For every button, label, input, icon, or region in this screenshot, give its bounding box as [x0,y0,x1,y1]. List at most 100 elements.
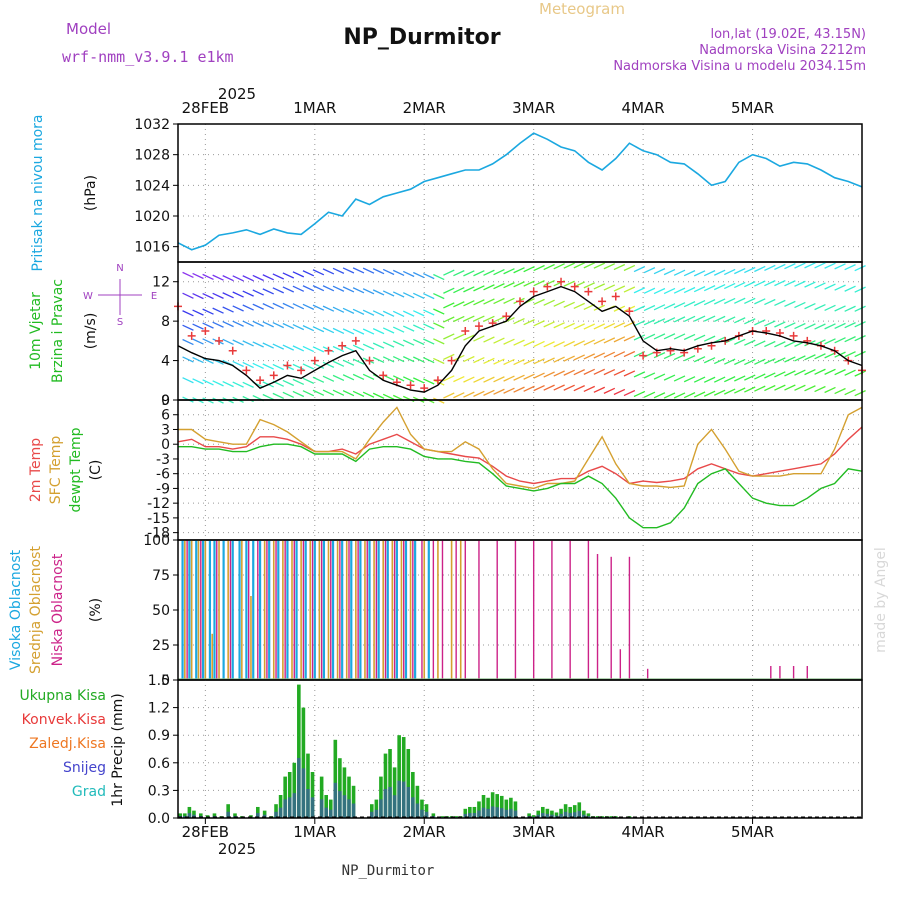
wind-arrow [624,336,635,341]
wind-arrow [453,377,464,382]
wind-arrow [534,266,545,271]
wind-arrow [403,326,414,331]
wind-arrow [423,379,434,384]
wind-arrow [564,281,575,286]
wind-arrow [423,358,434,363]
y-tick-label: 1016 [134,240,170,256]
wind-arrow [504,339,515,344]
wind-arrow [845,352,856,357]
wind-arrow [734,339,745,344]
precip-snow-bar [397,781,401,818]
y-tick-label: 25 [152,638,170,654]
wind-arrow [674,393,685,398]
precip-snow-bar [402,782,406,818]
wind-arrow [373,311,384,316]
precip-conv-legend: Konvek.Kisa [22,712,106,728]
wind-arrow [564,385,575,390]
wind-arrow [825,263,836,268]
wind-arrow [855,266,866,271]
wind-arrow [674,355,685,360]
y-tick-label: 6 [161,408,170,424]
precip-frz-legend: Zaledj.Kisa [29,736,106,752]
wind-arrow [494,338,505,343]
wind-arrow [183,272,194,277]
wind-arrow [223,322,234,327]
bottom-day-label: 28FEB [182,823,229,841]
gust-marker [475,322,483,330]
precip-snow-bar [334,783,338,818]
wind-arrow [303,378,314,383]
wind-arrow [223,276,234,281]
wind-arrow [293,346,304,351]
wind-arrow [243,362,254,367]
wind-arrow [604,264,615,269]
wind-arrow [524,281,535,286]
wind-arrow [554,385,565,390]
wind-arrow [453,288,464,293]
wind-arrow [574,341,585,346]
top-day-label: 2MAR [403,99,446,117]
wind-arrow [403,311,414,316]
wind-arrow [413,273,424,278]
wind-arrow [423,294,434,299]
wind-arrow [504,359,515,364]
wind-arrow [524,267,535,272]
wind-arrow [423,339,434,344]
precip-snow-bar [411,797,415,818]
wind-arrow [544,281,555,286]
wind-arrow [544,358,555,363]
wind-arrow [323,376,334,381]
wind-arrow [845,390,856,395]
wind-arrow [704,271,715,276]
wind-arrow [694,335,705,340]
wind-arrow [233,306,244,311]
wind-arrow [323,286,334,291]
wind-arrow [183,339,194,344]
precip-snow-bar [306,789,310,818]
wind-arrow [554,371,565,376]
wind-arrow [795,323,806,328]
wind-arrow [393,376,404,381]
bottom-day-label: 4MAR [622,823,665,841]
wind-arrow [815,369,826,374]
wind-arrow [764,281,775,286]
top-day-label: 1MAR [293,99,336,117]
y-tick-label: 0.0 [148,811,170,827]
wind-arrow [694,287,705,292]
wind-arrow [283,287,294,292]
model-label: Model [66,20,111,38]
wind-arrow [373,329,384,334]
wind-arrow [614,286,625,291]
wind-arrow [724,269,735,274]
wind-arrow [243,341,254,346]
wind-arrow [293,391,304,396]
wind-arrow [805,282,816,287]
wind-arrow [774,322,785,327]
wind-arrow [684,393,695,398]
wind-arrow [604,370,615,375]
wind-arrow [694,301,705,306]
wind-arrow [524,386,535,391]
wind-arrow [333,286,344,291]
wind-arrow [684,334,695,339]
wind-arrow [825,353,836,358]
wind-arrow [564,370,575,375]
wind-arrow [263,322,274,327]
wind-arrow [514,359,525,364]
y-tick-label: 1.2 [148,701,170,717]
wind-arrow [734,376,745,381]
bottom-day-label: 5MAR [731,823,774,841]
wind-arrow [784,342,795,347]
y-tick-label: -12 [147,496,170,512]
wind-arrow [754,386,765,391]
wind-arrow [795,263,806,268]
wind-arrow [584,354,595,359]
wind-arrow [594,324,605,329]
wind-arrow [233,382,244,387]
wind-arrow [363,392,374,397]
wind-arrow [183,378,194,383]
wind-arrow [233,276,244,281]
wind-arrow [724,359,735,364]
precip-snow-bar [302,768,306,818]
precip-snow-legend: Snijeg [63,760,106,776]
